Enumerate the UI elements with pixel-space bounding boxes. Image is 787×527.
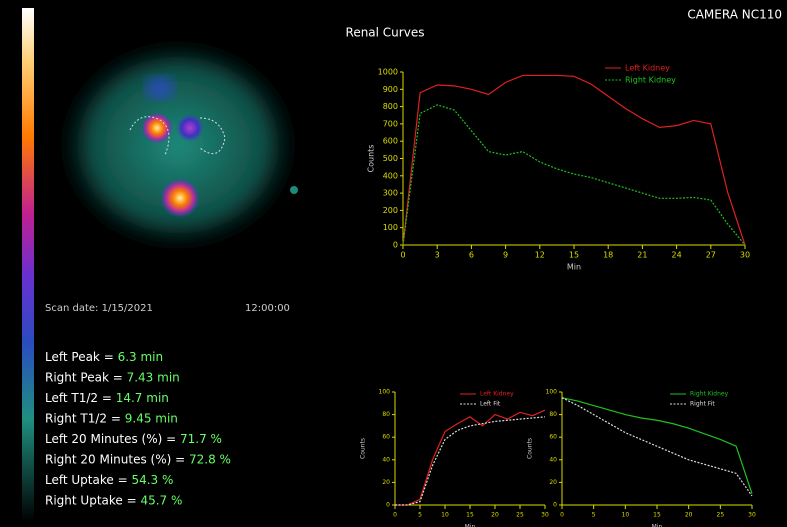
stat-label: Right Peak =	[45, 370, 127, 384]
title: Renal Curves	[346, 26, 425, 40]
stat-label: Left 20 Minutes (%) =	[45, 432, 180, 446]
stat-value: 6.3 min	[118, 350, 164, 364]
legend-label: Right Fit	[690, 401, 715, 408]
x-tick-label: 24	[672, 251, 682, 260]
x-tick-label: 3	[435, 251, 440, 260]
scan-time: 12:00:00	[245, 303, 290, 314]
color-bar	[22, 8, 34, 522]
stat-label: Left Uptake =	[45, 473, 131, 487]
x-tick-label: 30	[740, 251, 750, 260]
x-tick-label: 20	[685, 512, 693, 519]
stat-label: Right 20 Minutes (%) =	[45, 452, 189, 466]
stat-line: Left T1/2 = 14.7 min	[45, 391, 169, 405]
y-tick-label: 20	[382, 479, 390, 486]
y-tick-label: 300	[383, 189, 398, 198]
x-tick-label: 25	[516, 512, 524, 519]
y-tick-label: 1000	[378, 68, 398, 77]
y-tick-label: 20	[549, 479, 557, 486]
x-tick-label: 15	[569, 251, 579, 260]
x-tick-label: 5	[592, 512, 596, 519]
x-tick-label: 9	[503, 251, 508, 260]
stat-value: 14.7 min	[116, 391, 169, 405]
y-tick-label: 80	[549, 411, 557, 418]
x-axis-label: Min	[652, 524, 663, 527]
stat-line: Right T1/2 = 9.45 min	[45, 411, 178, 425]
stat-line: Right Uptake = 45.7 %	[45, 493, 182, 507]
y-tick-label: 100	[383, 223, 398, 232]
x-tick-label: 0	[393, 512, 397, 519]
series-line	[395, 410, 545, 505]
stat-label: Left T1/2 =	[45, 391, 116, 405]
legend-label: Right Kidney	[690, 391, 729, 398]
y-tick-label: 40	[382, 456, 390, 463]
x-tick-label: 20	[491, 512, 499, 519]
y-tick-label: 900	[383, 85, 398, 94]
scintigram	[53, 35, 303, 255]
y-tick-label: 600	[383, 137, 398, 146]
x-tick-label: 15	[466, 512, 474, 519]
x-tick-label: 0	[400, 251, 405, 260]
series-line	[562, 398, 752, 496]
stat-line: Right Peak = 7.43 min	[45, 370, 180, 384]
stat-value: 7.43 min	[127, 370, 180, 384]
stat-value: 71.7 %	[180, 432, 222, 446]
y-tick-label: 60	[549, 434, 557, 441]
x-tick-label: 15	[653, 512, 661, 519]
stat-line: Left Uptake = 54.3 %	[45, 473, 173, 487]
stat-label: Left Peak =	[45, 350, 118, 364]
legend-label: Left Kidney	[625, 64, 670, 73]
y-tick-label: 0	[393, 241, 398, 250]
x-tick-label: 25	[717, 512, 725, 519]
y-tick-label: 80	[382, 411, 390, 418]
y-tick-label: 0	[553, 502, 557, 509]
y-tick-label: 500	[383, 154, 398, 163]
screen: Renal Curves CAMERA NC110 Scan date: 1/1…	[0, 0, 787, 527]
stat-label: Right Uptake =	[45, 493, 140, 507]
y-tick-label: 200	[383, 206, 398, 215]
x-tick-label: 21	[637, 251, 647, 260]
legend-label: Right Kidney	[625, 76, 676, 85]
x-tick-label: 6	[469, 251, 474, 260]
x-tick-label: 30	[541, 512, 549, 519]
y-axis-label: Counts	[360, 438, 367, 459]
x-tick-label: 30	[748, 512, 756, 519]
device-label: CAMERA NC110	[687, 8, 782, 22]
stat-line: Right 20 Minutes (%) = 72.8 %	[45, 452, 231, 466]
legend-label: Left Fit	[480, 401, 501, 408]
x-tick-label: 0	[560, 512, 564, 519]
x-tick-label: 10	[441, 512, 449, 519]
stat-value: 72.8 %	[189, 452, 231, 466]
stat-label: Right T1/2 =	[45, 411, 125, 425]
stat-value: 9.45 min	[125, 411, 178, 425]
y-tick-label: 100	[546, 389, 558, 396]
y-tick-label: 800	[383, 102, 398, 111]
x-tick-label: 27	[706, 251, 716, 260]
stat-line: Left Peak = 6.3 min	[45, 350, 163, 364]
x-tick-label: 18	[603, 251, 613, 260]
scan-date: Scan date: 1/15/2021	[45, 303, 153, 314]
series-line	[403, 105, 745, 245]
y-tick-label: 40	[549, 456, 557, 463]
stat-value: 54.3 %	[131, 473, 173, 487]
y-tick-label: 100	[379, 389, 391, 396]
series-line	[395, 417, 545, 505]
y-axis-label: Counts	[527, 438, 534, 459]
legend-label: Left Kidney	[480, 391, 514, 398]
x-axis-label: Min	[567, 263, 581, 272]
y-tick-label: 700	[383, 119, 398, 128]
x-tick-label: 5	[418, 512, 422, 519]
x-axis-label: Min	[465, 524, 476, 527]
stat-value: 45.7 %	[140, 493, 182, 507]
stat-line: Left 20 Minutes (%) = 71.7 %	[45, 432, 222, 446]
x-tick-label: 12	[535, 251, 545, 260]
y-tick-label: 60	[382, 434, 390, 441]
x-tick-label: 10	[622, 512, 630, 519]
y-tick-label: 400	[383, 171, 398, 180]
series-line	[403, 75, 745, 245]
y-tick-label: 0	[386, 502, 390, 509]
y-axis-label: Counts	[367, 145, 376, 173]
